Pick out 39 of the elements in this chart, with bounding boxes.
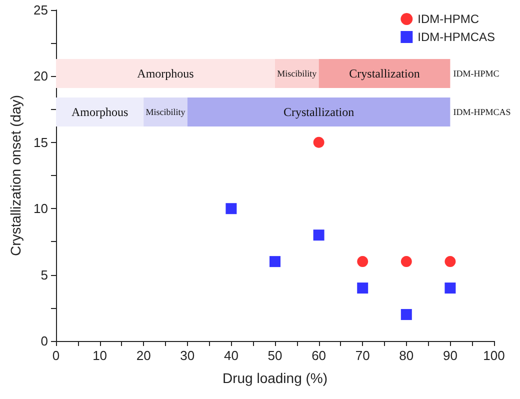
x-tick-label: 100 (483, 348, 505, 363)
band-label: Amorphous (71, 104, 128, 119)
x-tick-label: 20 (136, 348, 151, 363)
x-tick-label: 70 (355, 348, 370, 363)
y-tick-label: 0 (40, 334, 48, 348)
band-label: Miscibility (277, 68, 318, 79)
legend-label: IDM-HPMCAS (418, 30, 496, 44)
y-tick-label: 15 (34, 134, 48, 150)
x-tick-label: 10 (92, 348, 108, 363)
point (444, 256, 456, 268)
band-label: Miscibility (146, 106, 186, 117)
x-tick-label: 80 (399, 348, 414, 363)
y-tick-label: 5 (40, 267, 48, 282)
point (357, 282, 368, 294)
point (444, 282, 456, 294)
point (313, 230, 324, 241)
y-tick-label: 10 (34, 201, 48, 216)
x-tick-label: 60 (312, 348, 326, 363)
x-tick-label: 90 (442, 348, 458, 363)
point (400, 309, 412, 320)
point (226, 203, 237, 214)
annotation: IDM-HPMC (453, 68, 500, 79)
x-tick-label: 30 (180, 348, 195, 363)
annotation: IDM-HPMCAS (453, 106, 511, 117)
band-label: Amorphous (137, 66, 194, 81)
x-axis-title: Drug loading (%) (222, 370, 328, 386)
band-label: Crystallization (349, 66, 420, 81)
point (270, 256, 280, 268)
y-tick-label: 25 (34, 2, 48, 18)
x-tick-label: 0 (52, 348, 60, 363)
point (313, 136, 324, 148)
legend-label: IDM-HPMC (418, 12, 480, 26)
point (357, 256, 368, 268)
x-tick-label: 50 (268, 348, 282, 363)
band-label: Crystallization (283, 104, 354, 119)
point (400, 256, 412, 268)
y-axis-title: Crystallization onset (day) (8, 94, 24, 256)
x-tick-label: 40 (224, 348, 238, 363)
y-tick-label: 20 (34, 68, 48, 84)
